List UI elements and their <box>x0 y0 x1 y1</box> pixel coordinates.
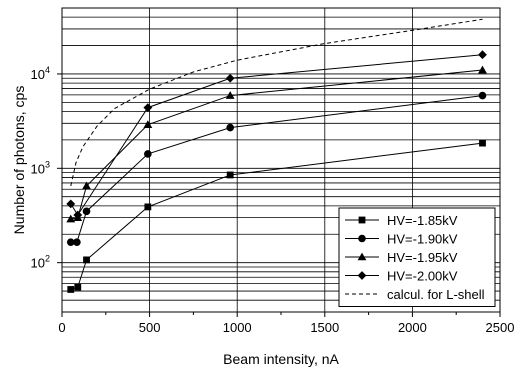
data-point <box>67 286 75 293</box>
data-point <box>73 210 83 220</box>
data-point <box>143 103 153 112</box>
x-tick-label: 0 <box>58 320 65 335</box>
data-point <box>82 181 91 190</box>
series-4 <box>66 50 487 220</box>
data-point <box>73 238 81 246</box>
x-tick-label: 1500 <box>310 320 339 335</box>
data-point <box>66 238 75 246</box>
data-point <box>66 199 76 209</box>
legend-marker <box>358 216 366 224</box>
data-point <box>478 91 487 100</box>
data-point <box>478 65 487 74</box>
data-point <box>82 207 91 216</box>
legend-label: HV=-2.00kV <box>387 269 458 284</box>
legend-marker <box>357 252 367 261</box>
legend-label: HV=-1.90kV <box>387 232 458 247</box>
y-tick-label: 102 <box>31 254 50 271</box>
legend-label: HV=-1.85kV <box>387 213 458 228</box>
data-point <box>144 150 152 158</box>
x-axis-title: Beam intensity, nA <box>223 351 339 367</box>
data-point <box>74 283 82 291</box>
data-point <box>226 171 234 179</box>
series-5 <box>70 18 483 187</box>
legend: HV=-1.85kV HV=-1.90kV HV=-1.95kV HV=-2.00kV… <box>338 207 496 307</box>
x-tick-label: 1000 <box>223 320 252 335</box>
legend-label: calcul. for L-shell <box>387 287 485 302</box>
data-point <box>479 139 486 147</box>
legend-marker <box>358 234 366 243</box>
x-tick-label: 500 <box>139 320 161 335</box>
data-point <box>66 214 76 223</box>
series-2 <box>66 91 487 246</box>
x-tick-label: 2500 <box>486 320 514 335</box>
ticks: 0 500 1000 1500 2000 2500 102 103 104 <box>31 65 514 335</box>
y-tick-label: 104 <box>31 65 50 82</box>
y-tick-label: 103 <box>31 159 50 176</box>
series-layer <box>66 18 487 293</box>
data-point <box>478 50 487 60</box>
x-tick-label: 2000 <box>398 320 427 335</box>
y-axis-title: Number of photons, cps <box>11 86 27 235</box>
data-point <box>225 91 235 99</box>
data-point <box>226 123 234 132</box>
legend-marker <box>357 271 367 280</box>
data-point <box>143 120 153 128</box>
data-point <box>225 73 235 83</box>
series-line <box>70 18 483 187</box>
data-point <box>83 256 90 264</box>
legend-label: HV=-1.95kV <box>387 250 458 265</box>
series-1 <box>67 139 486 293</box>
data-point <box>144 203 152 211</box>
